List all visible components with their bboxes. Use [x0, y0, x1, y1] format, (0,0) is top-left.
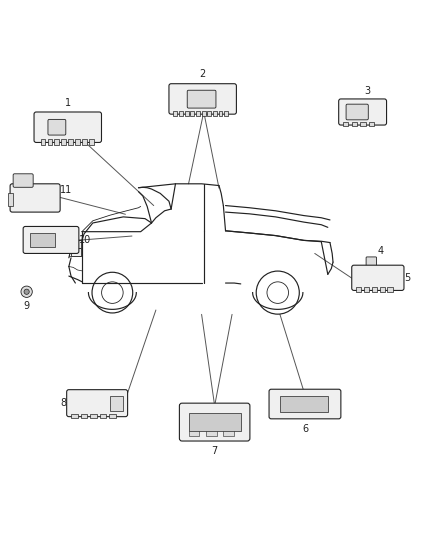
- Bar: [71, 248, 81, 256]
- FancyBboxPatch shape: [339, 99, 387, 125]
- FancyBboxPatch shape: [169, 84, 237, 114]
- FancyBboxPatch shape: [13, 174, 33, 187]
- Bar: [223, 431, 234, 436]
- FancyBboxPatch shape: [180, 403, 250, 441]
- Bar: [190, 111, 194, 116]
- FancyBboxPatch shape: [352, 265, 404, 290]
- Bar: [380, 287, 385, 292]
- Bar: [82, 140, 87, 144]
- Bar: [185, 111, 188, 116]
- Bar: [71, 414, 78, 418]
- FancyBboxPatch shape: [48, 119, 66, 135]
- Bar: [280, 396, 328, 413]
- Text: 9: 9: [24, 301, 30, 311]
- Text: 7: 7: [212, 446, 218, 456]
- Bar: [90, 414, 97, 418]
- Text: 8: 8: [60, 398, 67, 408]
- Bar: [30, 233, 55, 247]
- FancyBboxPatch shape: [67, 390, 127, 417]
- Bar: [224, 111, 228, 116]
- Bar: [47, 140, 52, 144]
- Bar: [8, 192, 13, 206]
- Bar: [173, 111, 177, 116]
- FancyBboxPatch shape: [346, 104, 368, 120]
- Bar: [360, 122, 366, 126]
- Text: 10: 10: [79, 235, 91, 245]
- Bar: [372, 287, 377, 292]
- Bar: [100, 414, 106, 418]
- Bar: [207, 111, 211, 116]
- Text: 6: 6: [302, 424, 308, 434]
- Bar: [89, 140, 94, 144]
- Circle shape: [24, 289, 29, 294]
- Bar: [54, 140, 59, 144]
- FancyBboxPatch shape: [366, 257, 377, 266]
- Text: 2: 2: [200, 69, 206, 79]
- Bar: [188, 413, 241, 431]
- Text: 3: 3: [365, 86, 371, 96]
- Bar: [196, 111, 200, 116]
- Bar: [110, 414, 116, 418]
- Bar: [213, 111, 217, 116]
- Bar: [219, 111, 223, 116]
- Bar: [75, 140, 80, 144]
- FancyBboxPatch shape: [10, 184, 60, 212]
- Bar: [356, 287, 361, 292]
- Bar: [41, 140, 45, 144]
- Bar: [68, 140, 73, 144]
- Text: 11: 11: [60, 185, 72, 195]
- Circle shape: [21, 286, 32, 297]
- Bar: [352, 122, 357, 126]
- FancyBboxPatch shape: [269, 389, 341, 419]
- Bar: [61, 140, 66, 144]
- FancyBboxPatch shape: [34, 112, 102, 142]
- Bar: [388, 287, 392, 292]
- Text: 1: 1: [65, 98, 71, 108]
- Bar: [201, 111, 205, 116]
- Bar: [364, 287, 369, 292]
- Bar: [179, 111, 183, 116]
- Bar: [71, 240, 81, 248]
- Bar: [81, 414, 87, 418]
- Bar: [206, 431, 217, 436]
- Text: 5: 5: [404, 273, 410, 283]
- Bar: [110, 396, 123, 411]
- FancyBboxPatch shape: [187, 90, 216, 108]
- Bar: [369, 122, 374, 126]
- FancyBboxPatch shape: [23, 227, 79, 254]
- Text: 4: 4: [378, 246, 384, 256]
- Bar: [343, 122, 348, 126]
- Bar: [188, 431, 199, 436]
